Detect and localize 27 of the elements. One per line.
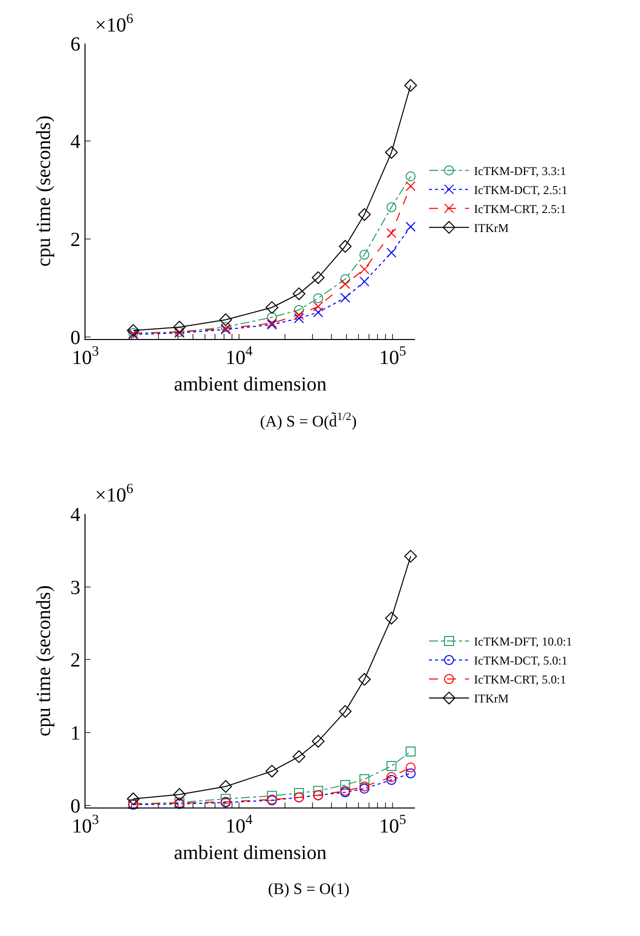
y-tick-label: 3 <box>70 576 80 599</box>
text: (B) S = O(1) <box>268 881 350 898</box>
y-tick-label: 4 <box>70 131 80 154</box>
y-tick-label: 4 <box>70 504 80 526</box>
legend-label: IcTKM-DCT, 2.5:1 <box>474 182 568 197</box>
text: (A) S = O(d̃$^{1/2}$) <box>260 411 357 431</box>
x-tick-label: 10$^{5}$ <box>379 344 406 369</box>
x-tick-label: 10$^{5}$ <box>379 813 406 838</box>
y-axis-title: cpu time (seconds) <box>32 116 55 267</box>
y-tick-label: 2 <box>70 229 80 252</box>
y-tick-label: 1 <box>70 722 80 745</box>
x-tick-label: 10$^{4}$ <box>225 344 252 369</box>
text: ×10$^{6}$ <box>95 482 134 506</box>
legend-label: IcTKM-DFT, 10.0:1 <box>474 634 572 649</box>
legend-label: ITKrM <box>474 692 510 706</box>
legend-label: ITKrM <box>474 220 510 235</box>
y-tick-label: 6 <box>70 33 80 56</box>
legend-label: IcTKM-DCT, 5.0:1 <box>474 654 568 668</box>
y-axis-title: cpu time (seconds) <box>32 585 55 736</box>
y-tick-label: 2 <box>70 650 80 672</box>
text: ×10$^{6}$ <box>95 12 134 36</box>
legend-label: IcTKM-CRT, 2.5:1 <box>474 202 566 216</box>
x-tick-label: 10$^{4}$ <box>225 813 252 838</box>
x-axis-title: ambient dimension <box>174 373 327 396</box>
legend-label: IcTKM-CRT, 5.0:1 <box>474 672 566 687</box>
x-axis-title: ambient dimension <box>174 842 327 864</box>
legend-label: IcTKM-DFT, 3.3:1 <box>474 164 566 178</box>
